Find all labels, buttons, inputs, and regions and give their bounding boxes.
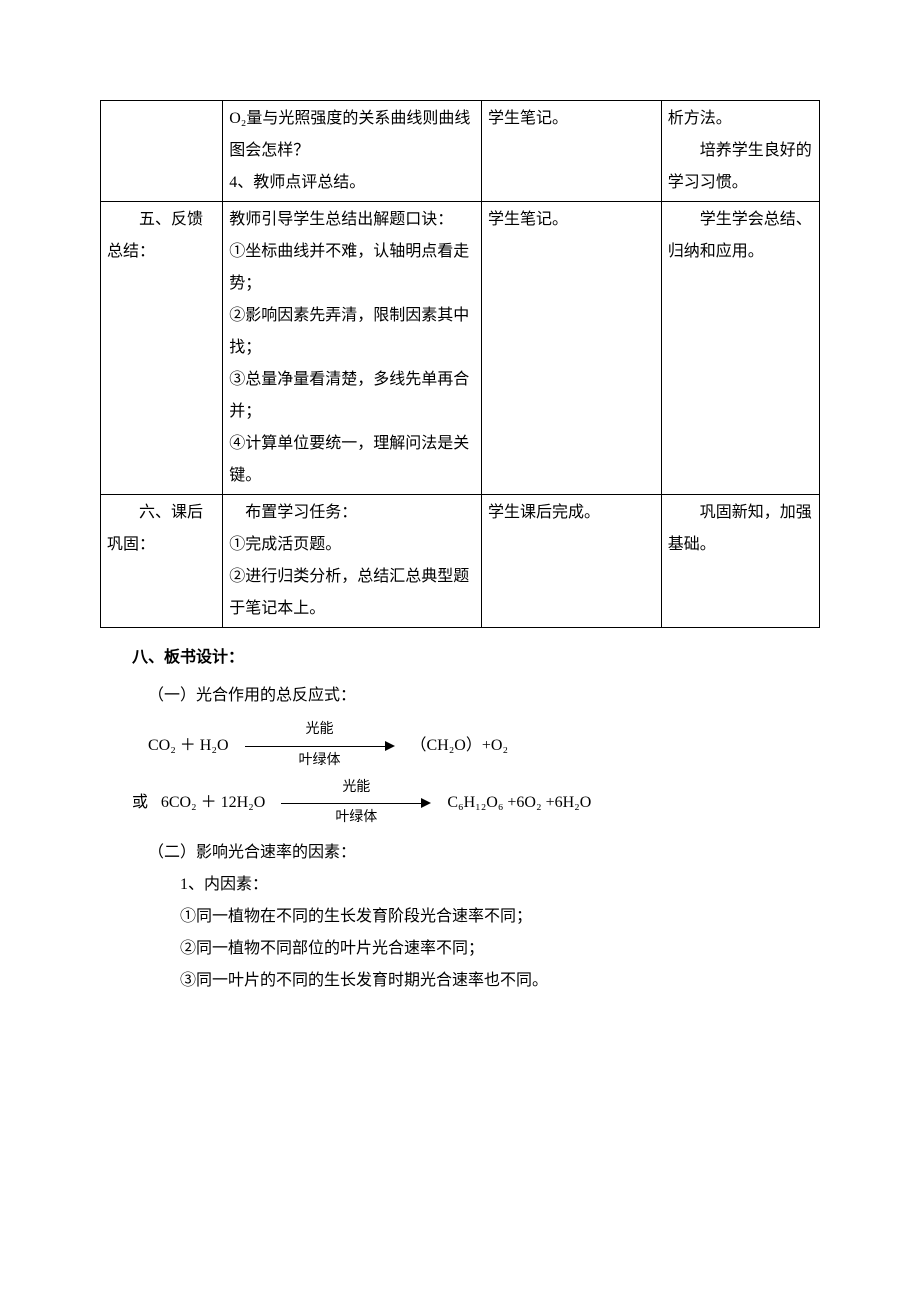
cell-text: ①坐标曲线并不难，认轴明点看走势； (229, 236, 475, 300)
table-row: O₂量与光照强度的关系曲线则曲线图会怎样？ 4、教师点评总结。 学生笔记。 析方… (101, 101, 820, 202)
cell-text: 六、课后巩固： (107, 497, 216, 561)
cell-text: O₂量与光照强度的关系曲线则曲线图会怎样？ (229, 103, 475, 167)
cell-intent: 析方法。 培养学生良好的学习习惯。 (661, 101, 819, 202)
cell-teacher: O₂量与光照强度的关系曲线则曲线图会怎样？ 4、教师点评总结。 (223, 101, 482, 202)
cell-text: ①完成活页题。 (229, 529, 475, 561)
cell-stage (101, 101, 223, 202)
factor-list: 1、内因素： ①同一植物在不同的生长发育阶段光合速率不同； ②同一植物不同部位的… (132, 869, 820, 997)
eq-reactants: CO₂ ＋ H₂O (148, 730, 241, 762)
cell-text: ②进行归类分析，总结汇总典型题于笔记本上。 (229, 561, 475, 625)
cell-text: ②影响因素先弄清，限制因素其中找； (229, 300, 475, 364)
eq-reactants: 6CO₂ ＋ 12H₂O (161, 787, 278, 819)
arrow-top-label: 光能 (342, 780, 370, 797)
lesson-plan-table: O₂量与光照强度的关系曲线则曲线图会怎样？ 4、教师点评总结。 学生笔记。 析方… (100, 100, 820, 628)
cell-text: 五、反馈总结： (107, 204, 216, 268)
eq-products: （CH₂O）+O₂ (399, 730, 509, 762)
equation-1: CO₂ ＋ H₂O 光能 叶绿体 （CH₂O）+O₂ (148, 722, 820, 770)
cell-student: 学生笔记。 (482, 101, 662, 202)
table-row: 五、反馈总结： 教师引导学生总结出解题口诀： ①坐标曲线并不难，认轴明点看走势；… (101, 202, 820, 495)
cell-text: 巩固新知，加强基础。 (668, 497, 813, 561)
sub-heading: （二）影响光合速率的因素： (132, 837, 820, 869)
equation-2: 或 6CO₂ ＋ 12H₂O 光能 叶绿体 C₆H₁₂O₆ +6O₂ +6H₂O (132, 780, 820, 828)
cell-text: 培养学生良好的学习习惯。 (668, 135, 813, 199)
list-title: 1、内因素： (180, 869, 820, 901)
reaction-arrow: 光能 叶绿体 (241, 722, 399, 770)
cell-text: 学生课后完成。 (488, 497, 655, 529)
cell-text: 学生笔记。 (488, 204, 655, 236)
cell-text: 析方法。 (668, 103, 813, 135)
list-item: ①同一植物在不同的生长发育阶段光合速率不同； (180, 901, 820, 933)
cell-text: 4、教师点评总结。 (229, 167, 475, 199)
arrow-icon (245, 739, 395, 753)
cell-text: 教师引导学生总结出解题口诀： (229, 204, 475, 236)
cell-text: 学生学会总结、归纳和应用。 (668, 204, 813, 268)
table-row: 六、课后巩固： 布置学习任务： ①完成活页题。 ②进行归类分析，总结汇总典型题于… (101, 495, 820, 628)
cell-text: 布置学习任务： (229, 497, 475, 529)
cell-intent: 巩固新知，加强基础。 (661, 495, 819, 628)
cell-text: ④计算单位要统一，理解问法是关键。 (229, 428, 475, 492)
eq-products: C₆H₁₂O₆ +6O₂ +6H₂O (435, 787, 591, 819)
cell-teacher: 布置学习任务： ①完成活页题。 ②进行归类分析，总结汇总典型题于笔记本上。 (223, 495, 482, 628)
eq-prefix: 或 (132, 787, 148, 819)
cell-text: 学生笔记。 (488, 103, 655, 135)
cell-student: 学生课后完成。 (482, 495, 662, 628)
cell-teacher: 教师引导学生总结出解题口诀： ①坐标曲线并不难，认轴明点看走势； ②影响因素先弄… (223, 202, 482, 495)
reaction-arrow: 光能 叶绿体 (277, 780, 435, 828)
list-item: ③同一叶片的不同的生长发育时期光合速率也不同。 (180, 965, 820, 997)
cell-intent: 学生学会总结、归纳和应用。 (661, 202, 819, 495)
board-design-body: （一）光合作用的总反应式： CO₂ ＋ H₂O 光能 叶绿体 （CH₂O）+O₂… (100, 680, 820, 997)
arrow-bottom-label: 叶绿体 (299, 753, 341, 770)
arrow-icon (281, 796, 431, 810)
sub-heading: （一）光合作用的总反应式： (132, 680, 820, 712)
arrow-top-label: 光能 (306, 722, 334, 739)
cell-stage: 六、课后巩固： (101, 495, 223, 628)
list-item: ②同一植物不同部位的叶片光合速率不同； (180, 933, 820, 965)
arrow-bottom-label: 叶绿体 (335, 810, 377, 827)
cell-text: ③总量净量看清楚，多线先单再合并； (229, 364, 475, 428)
cell-student: 学生笔记。 (482, 202, 662, 495)
cell-stage: 五、反馈总结： (101, 202, 223, 495)
section-heading: 八、板书设计： (132, 642, 820, 674)
